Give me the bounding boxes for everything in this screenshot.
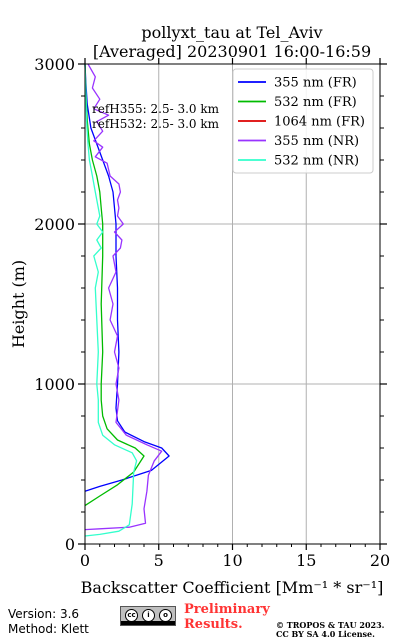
- results-text: Results.: [184, 617, 243, 632]
- x-tick-label: 15: [296, 551, 316, 570]
- cc-by-sa-icon: cc i o: [120, 606, 176, 626]
- series-line-355-nm-fr: [84, 63, 170, 492]
- axis-ticks: 0 5 10 15 20 0 1000 2000 3000: [34, 55, 390, 570]
- x-tick-label: 10: [222, 551, 242, 570]
- series-line-355-nm-nr: [84, 63, 163, 531]
- x-tick-label: 20: [370, 551, 390, 570]
- x-axis-label: Backscatter Coefficient [Mm⁻¹ * sr⁻¹]: [81, 578, 384, 597]
- series-line-532-nm-fr: [84, 63, 145, 507]
- annotation-refh355: refH355: 2.5- 3.0 km: [92, 102, 220, 116]
- x-tick-label: 0: [80, 551, 90, 570]
- y-tick-label: 2000: [34, 215, 75, 234]
- y-tick-label: 0: [65, 535, 75, 554]
- plot-series-group: [84, 63, 170, 537]
- version-text: Version: 3.6: [8, 607, 80, 621]
- backscatter-profile-chart: pollyxt_tau at Tel_Aviv [Averaged] 20230…: [9, 23, 390, 597]
- legend-label-355-nm-nr: 355 nm (NR): [274, 134, 359, 149]
- annotation-refh532: refH532: 2.5- 3.0 km: [92, 117, 220, 131]
- chart-title-line2: [Averaged] 20230901 16:00-16:59: [93, 42, 371, 61]
- x-tick-label: 5: [154, 551, 164, 570]
- preliminary-text: Preliminary: [184, 602, 270, 617]
- legend-label-532-nm-fr: 532 nm (FR): [274, 95, 357, 110]
- cc-strip: [121, 621, 175, 625]
- legend-label-532-nm-nr: 532 nm (NR): [274, 154, 359, 169]
- legend-label-1064-nm-fr: 1064 nm (FR): [274, 115, 365, 130]
- legend-label-355-nm-fr: 355 nm (FR): [274, 76, 357, 91]
- chart-title-line1: pollyxt_tau at Tel_Aviv: [141, 23, 322, 42]
- method-text: Method: Klett: [8, 622, 89, 636]
- y-axis-label: Height (m): [9, 260, 28, 348]
- legend-box: [232, 68, 374, 174]
- copyright-text: © TROPOS & TAU 2023.: [276, 620, 385, 630]
- series-line-532-nm-nr: [84, 63, 138, 537]
- y-tick-label: 1000: [34, 375, 75, 394]
- y-tick-label: 3000: [34, 55, 75, 74]
- license-text: CC BY SA 4.0 License.: [276, 629, 375, 639]
- legend: 355 nm (FR) 532 nm (FR) 1064 nm (FR) 355 nm…: [232, 68, 374, 174]
